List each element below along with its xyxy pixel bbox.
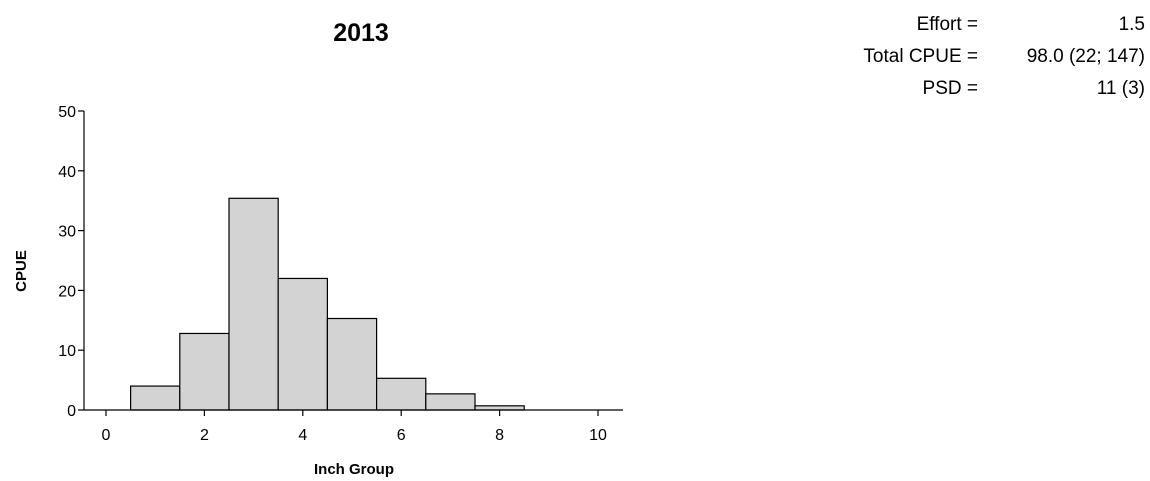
x-axis-label: Inch Group	[314, 461, 394, 478]
stat-label: Total CPUE =	[863, 46, 978, 67]
histogram-bar	[425, 393, 476, 411]
histogram-bar	[474, 405, 525, 411]
stat-row-effort: Effort = 1.5	[780, 14, 1150, 46]
y-tick-label: 30	[58, 224, 76, 241]
chart-title: 2013	[333, 19, 389, 47]
stat-row-total-cpue: Total CPUE = 98.0 (22; 147)	[780, 46, 1150, 78]
x-tick-label: 0	[102, 427, 111, 444]
histogram-chart: 2013 0 10 20 30 40 50 0 2 4 6 8 10 CPUE Inch Group	[13, 19, 623, 478]
histogram-bar	[179, 332, 230, 411]
x-tick-label: 8	[495, 427, 504, 444]
stat-value: 11 (3)	[1096, 78, 1145, 99]
histogram-bar	[228, 197, 279, 411]
stat-value: 1.5	[1118, 14, 1145, 35]
histogram-bar	[326, 317, 378, 411]
y-axis-ticks: 0 10 20 30 40 50	[58, 104, 84, 420]
x-tick-label: 10	[589, 427, 607, 444]
stats-panel: Effort = 1.5 Total CPUE = 98.0 (22; 147)…	[780, 14, 1150, 110]
y-tick-label: 40	[58, 164, 76, 181]
stat-row-psd: PSD = 11 (3)	[780, 78, 1150, 110]
stat-label: Effort =	[916, 14, 978, 35]
stat-label: PSD =	[922, 78, 978, 99]
histogram-bar	[130, 385, 181, 411]
bars-group	[130, 197, 525, 411]
y-tick-label: 10	[58, 343, 76, 360]
y-tick-label: 20	[58, 283, 76, 300]
histogram-bar	[376, 377, 427, 411]
x-tick-label: 6	[397, 427, 406, 444]
y-tick-label: 50	[58, 104, 76, 121]
x-axis-ticks: 0 2 4 6 8 10	[102, 410, 607, 444]
x-tick-label: 4	[298, 427, 307, 444]
histogram-bar	[277, 277, 329, 411]
y-axis-label: CPUE	[13, 250, 30, 292]
y-tick-label: 0	[67, 403, 76, 420]
stat-value: 98.0 (22; 147)	[1026, 46, 1145, 67]
x-tick-label: 2	[200, 427, 209, 444]
